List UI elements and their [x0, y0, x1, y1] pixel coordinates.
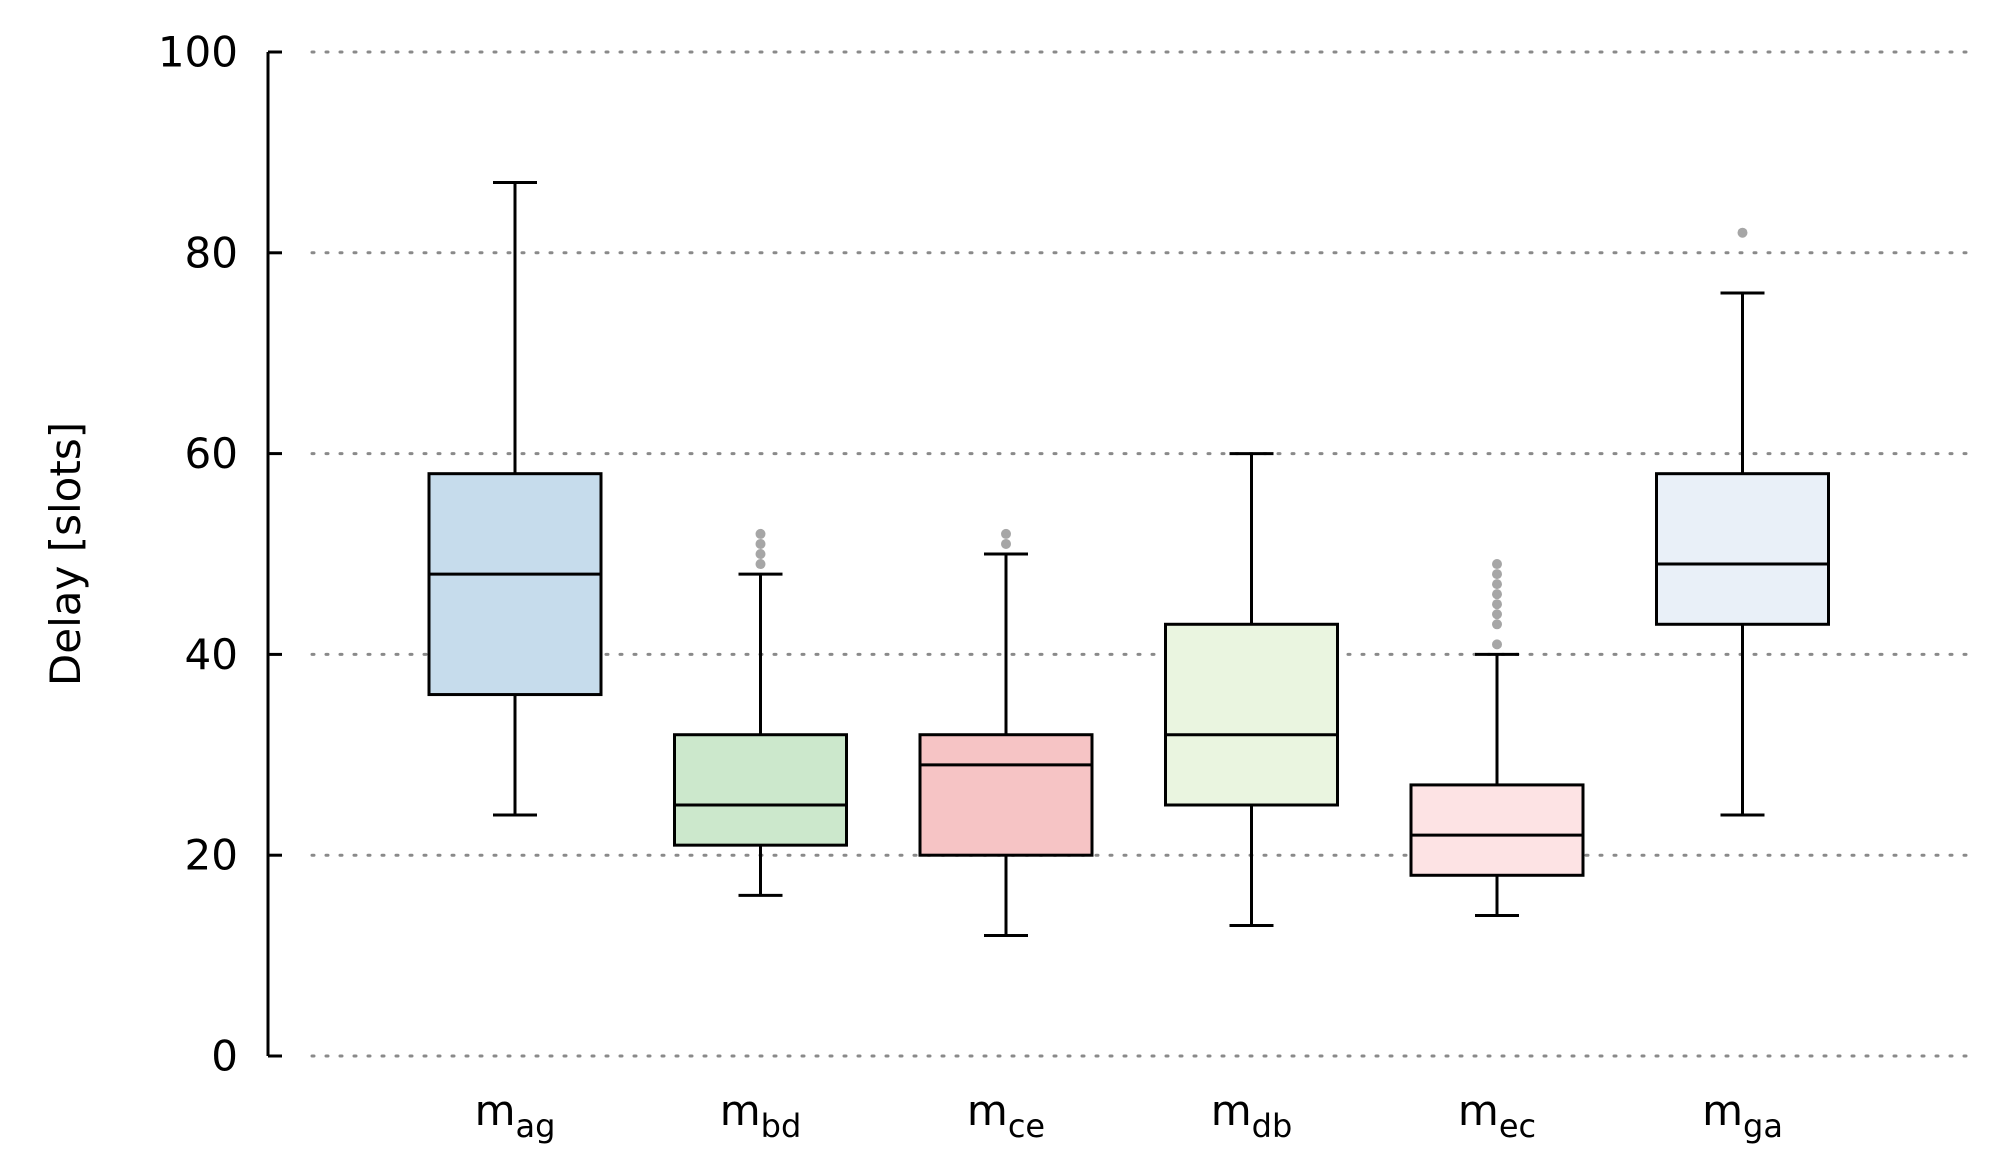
- axes: [266, 50, 282, 1058]
- category-subscript: bd: [761, 1107, 802, 1145]
- category-subscript: ag: [516, 1107, 556, 1145]
- y-tick-label: 80: [185, 228, 238, 277]
- box-m-ce: [918, 528, 1094, 938]
- category-main: m: [967, 1086, 1008, 1135]
- category-main: m: [475, 1086, 516, 1135]
- outlier-point: [1492, 589, 1502, 600]
- iqr-box: [918, 733, 1094, 857]
- y-tick-label: 100: [158, 28, 238, 77]
- y-tick-label: 60: [185, 429, 238, 478]
- gridlines: [310, 50, 1977, 1058]
- x-category-label: mce: [967, 1086, 1045, 1145]
- box-m-bd: [673, 528, 848, 897]
- outlier-point: [755, 549, 766, 559]
- y-tick-labels: 0 20 40 60 80 100: [158, 28, 238, 1081]
- category-main: m: [720, 1086, 761, 1135]
- outlier-point: [1001, 538, 1011, 549]
- outlier-point: [755, 559, 766, 570]
- iqr-box: [1164, 622, 1339, 807]
- outlier-point: [1492, 579, 1502, 590]
- x-category-labels: mag mbd mce mdb mec mga: [475, 1086, 1783, 1145]
- outlier-point: [1492, 619, 1502, 630]
- y-tick-label: 40: [185, 630, 238, 679]
- category-main: m: [1211, 1086, 1252, 1135]
- category-subscript: db: [1252, 1107, 1293, 1145]
- outlier-point: [1492, 559, 1502, 570]
- iqr-box: [1655, 472, 1830, 626]
- outlier-point: [1492, 639, 1502, 650]
- iqr-box: [1409, 783, 1585, 877]
- box-series: [427, 181, 1830, 938]
- category-subscript: ce: [1008, 1107, 1045, 1145]
- box-m-ga: [1655, 227, 1830, 817]
- category-main: m: [1702, 1086, 1743, 1135]
- outlier-point: [1001, 528, 1011, 539]
- box-m-db: [1164, 452, 1339, 927]
- x-category-label: mec: [1458, 1086, 1536, 1145]
- y-tick-label: 20: [185, 831, 238, 880]
- outlier-point: [1737, 227, 1748, 238]
- iqr-box: [427, 472, 603, 697]
- outlier-point: [1492, 609, 1502, 620]
- y-tick-label: 0: [211, 1032, 238, 1081]
- x-category-label: mag: [475, 1086, 556, 1145]
- y-axis-title: Delay [slots]: [41, 422, 90, 686]
- category-main: m: [1458, 1086, 1499, 1135]
- outlier-point: [1492, 569, 1502, 580]
- iqr-box: [673, 733, 848, 847]
- category-subscript: ga: [1743, 1107, 1783, 1145]
- box-m-ag: [427, 181, 603, 817]
- box-m-ec: [1409, 559, 1585, 917]
- outlier-point: [1492, 599, 1502, 610]
- category-subscript: ec: [1499, 1107, 1536, 1145]
- outlier-point: [755, 538, 766, 549]
- outlier-point: [755, 528, 766, 539]
- x-category-label: mdb: [1211, 1086, 1293, 1145]
- x-category-label: mbd: [720, 1086, 802, 1145]
- x-category-label: mga: [1702, 1086, 1783, 1145]
